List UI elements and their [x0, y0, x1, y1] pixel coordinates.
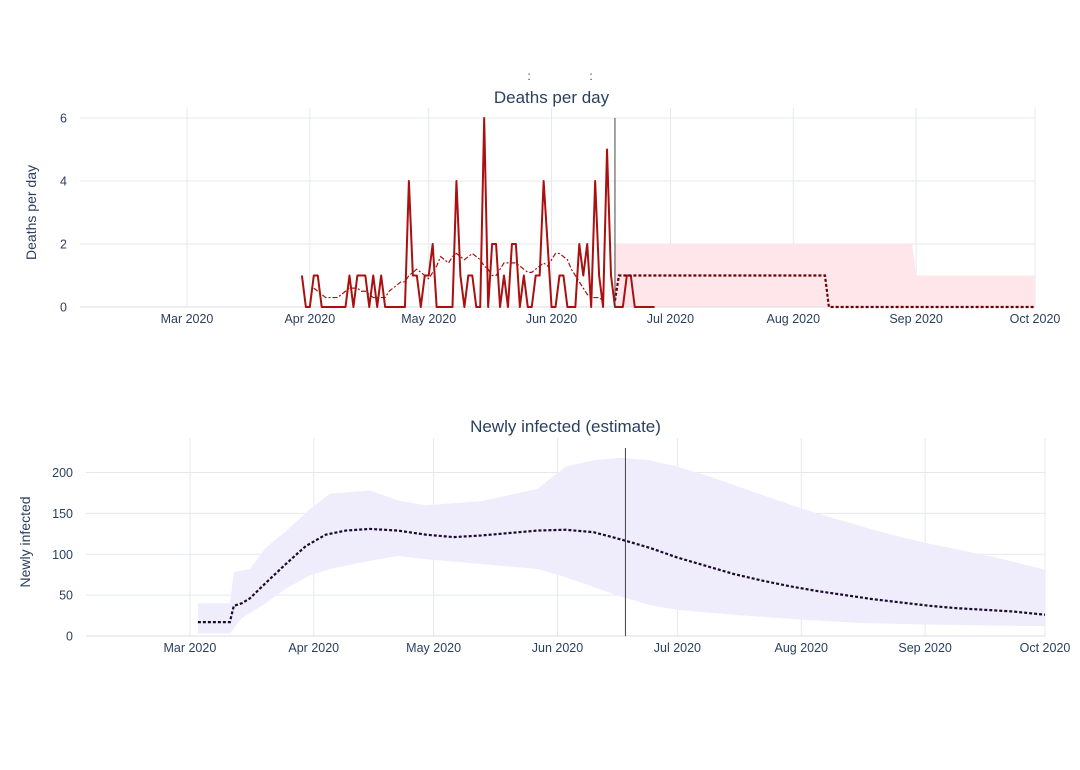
projection-line	[613, 274, 1035, 309]
x-tick-label: Jun 2020	[532, 641, 583, 655]
y-tick-label: 200	[52, 466, 73, 480]
y-tick-label: 6	[60, 112, 67, 126]
rolling-average-line	[313, 252, 604, 302]
chart-title: Newly infected (estimate)	[470, 417, 661, 436]
x-tick-label: Apr 2020	[288, 641, 339, 655]
y-tick-label: 150	[52, 507, 73, 521]
x-tick-label: May 2020	[401, 312, 456, 326]
x-tick-label: Aug 2020	[774, 641, 828, 655]
y-tick-label: 4	[60, 175, 67, 189]
x-tick-label: Jun 2020	[526, 312, 577, 326]
newly-infected-chart: 0 50 100 150 200 Mar 2020 Apr 2020 May 2020 Jun …	[17, 417, 1070, 655]
x-tick-label: May 2020	[406, 641, 461, 655]
y-tick-label: 0	[66, 630, 73, 644]
x-tick-label: Sep 2020	[898, 641, 952, 655]
x-tick-label: Oct 2020	[1020, 641, 1071, 655]
observed-line	[300, 117, 655, 308]
y-axis-title: Deaths per day	[23, 165, 39, 260]
x-tick-label: Apr 2020	[284, 312, 335, 326]
deaths-per-day-chart: 0 2 4 6 Mar 2020 Apr 2020 May 2020 Jun 2020 Jul …	[23, 88, 1060, 326]
y-tick-label: 100	[52, 548, 73, 562]
y-tick-label: 50	[59, 589, 73, 603]
x-tick-label: Jul 2020	[654, 641, 701, 655]
y-axis-title: Newly infected	[17, 496, 33, 587]
x-tick-label: Oct 2020	[1010, 312, 1061, 326]
x-tick-label: Jul 2020	[647, 312, 694, 326]
estimate-line	[197, 527, 1046, 624]
y-tick-label: 2	[60, 238, 67, 252]
stray-mark-1: :	[527, 69, 530, 83]
stray-mark-2: :	[589, 69, 592, 83]
x-tick-label: Sep 2020	[889, 312, 943, 326]
x-tick-label: Mar 2020	[163, 641, 216, 655]
x-tick-label: Mar 2020	[161, 312, 214, 326]
y-tick-label: 0	[60, 301, 67, 315]
x-tick-label: Aug 2020	[767, 312, 821, 326]
chart-title: Deaths per day	[494, 88, 610, 107]
uncertainty-band	[197, 457, 1046, 634]
